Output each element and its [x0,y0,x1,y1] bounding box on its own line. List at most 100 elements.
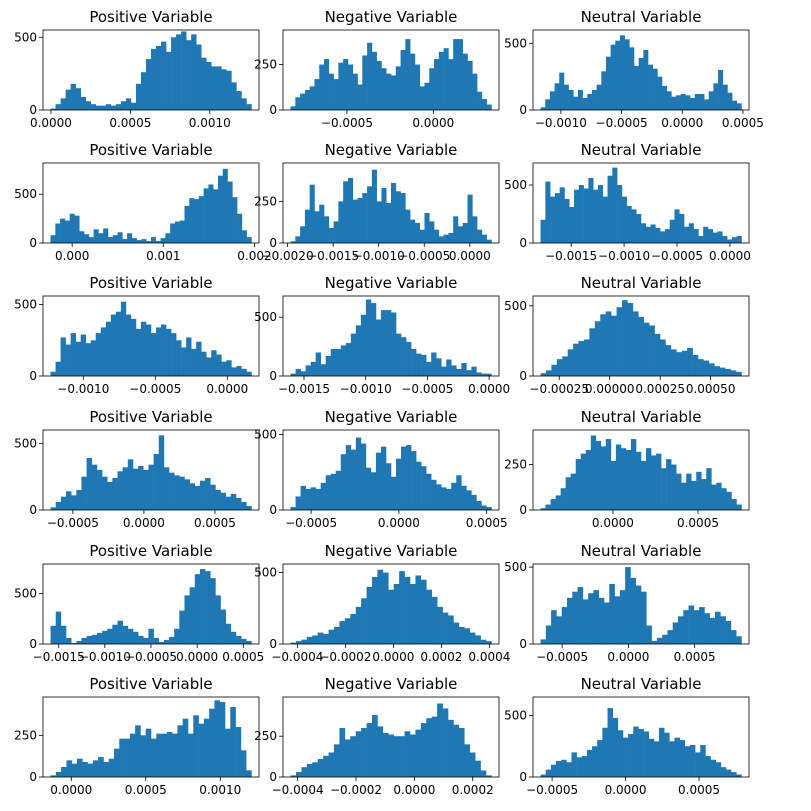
x-tick-label: 0.000 [55,249,89,263]
histogram-bar [619,35,625,110]
histogram-bar [650,224,656,243]
histogram-bar [79,231,85,243]
histogram-bar [689,745,696,777]
histogram-bar [177,725,184,777]
histogram-bar [135,328,142,376]
histogram-bar [676,473,682,510]
panel-title: Positive Variable [89,675,212,693]
histogram-bar [372,714,378,777]
histogram-bar [146,241,152,243]
histogram-bar [295,772,302,777]
histogram-bar [375,319,382,376]
histogram-bar [246,371,252,376]
histogram-bar [416,461,422,510]
histogram-bar [365,299,372,376]
histogram-bar [80,96,87,110]
panel-title: Negative Variable [325,8,458,26]
histogram-bar [641,460,647,510]
histogram-bar [429,221,435,243]
histogram-bar [127,628,134,644]
histogram-bar [216,354,222,376]
histogram-bar [66,637,72,644]
histogram-bar [607,708,613,777]
histogram-bar [426,361,432,376]
histogram-bar [377,569,384,644]
histogram-bar [442,708,449,777]
histogram-bar [581,756,588,777]
histogram-bar [132,631,139,644]
histogram-bar [583,188,589,243]
histogram-bar [145,59,152,110]
histogram-bar [722,84,728,110]
histogram-bar [323,755,329,777]
histogram-bar [727,239,733,243]
histogram-bar [226,360,232,376]
histogram-bar [421,354,427,376]
x-tick-label: −0.0005 [526,783,578,797]
histogram-bar [414,64,420,110]
histogram-bar [91,634,98,644]
histogram-bar [448,59,454,110]
histogram-bar [371,51,377,110]
histogram-bar [376,201,382,243]
histogram-bar [573,96,579,110]
histogram-bar [680,94,686,110]
histogram-bar [681,350,688,376]
histogram-bar [406,341,412,376]
histogram-bar [226,70,232,110]
histogram-bar [604,602,610,644]
histogram-bar [315,488,321,510]
histogram-bar [179,476,185,510]
histogram-bar [50,371,56,376]
histogram-bar [415,575,422,644]
histogram-bar [635,451,642,510]
histogram-bar [184,479,190,510]
histogram-bar [203,718,210,777]
histogram-bar [670,349,677,376]
histogram-bar [654,333,661,376]
histogram-bar [148,628,154,644]
histogram-bar [290,775,297,777]
histogram-bar [419,229,425,243]
y-tick-label: 500 [254,566,277,580]
histogram-bar [338,201,344,243]
histogram-bar [605,311,612,376]
histogram-bar [486,373,492,376]
histogram-bar [633,726,639,777]
histogram-bar [344,618,351,644]
x-tick-label: 0.0000 [449,249,491,263]
histogram-bar [184,595,190,644]
histogram-panel: Neutral Variable −0.0010 −0.0005 0.0000 0.00… [504,8,764,130]
histogram-bar [112,235,118,243]
histogram-bar [107,628,113,644]
histogram-bar [714,366,721,376]
histogram-bar [110,105,117,110]
histogram-panel: Negative Variable −0.0004 −0.0002 0.0000 0.0… [254,675,500,797]
histogram-bar [458,728,465,777]
histogram-bar [366,723,373,777]
histogram-bar [153,637,160,644]
histogram-bar [138,635,144,644]
histogram-bar [410,53,416,110]
histogram-bar [333,221,339,243]
histogram-bar [155,241,161,243]
histogram-bar [574,189,580,243]
histogram-bar [630,439,637,510]
histogram-bar [211,350,217,376]
x-tick-label: −0.0005 [285,516,337,530]
histogram-bar [163,639,170,644]
histogram-bar [324,216,330,243]
y-tick-label: 500 [254,428,277,442]
histogram-bar [324,59,330,110]
histogram-bar [217,175,224,243]
histogram-bar [246,237,252,243]
histogram-bar [96,632,103,644]
histogram-bar [161,324,167,376]
histogram-bar [540,639,547,644]
histogram-bar [448,233,454,243]
histogram-bar [169,636,175,644]
histogram-bar [350,614,357,644]
y-tick-label: 0 [269,103,277,117]
histogram-bar [158,641,165,644]
histogram-bar [174,475,180,510]
